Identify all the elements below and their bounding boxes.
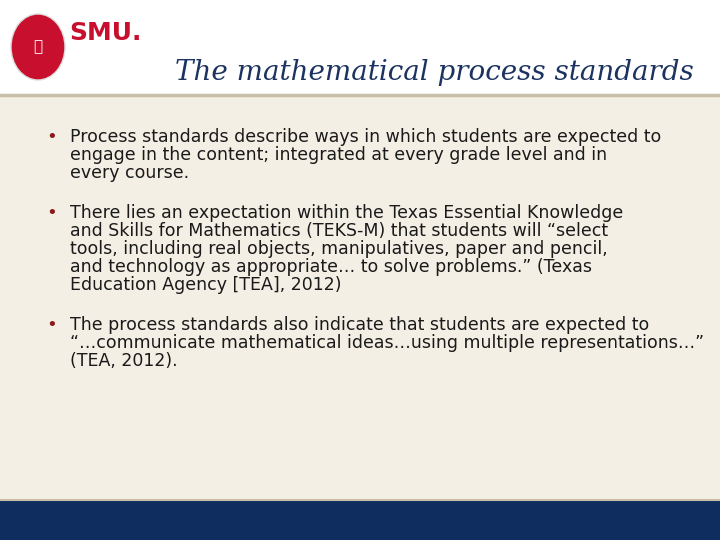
Text: (TEA, 2012).: (TEA, 2012). [70,352,178,370]
Text: There lies an expectation within the Texas Essential Knowledge: There lies an expectation within the Tex… [70,204,624,222]
Text: •: • [47,204,58,222]
Text: and Skills for Mathematics (TEKS-M) that students will “select: and Skills for Mathematics (TEKS-M) that… [70,222,608,240]
Bar [0,500,720,540]
Text: Process standards describe ways in which students are expected to: Process standards describe ways in which… [70,128,661,146]
Text: •: • [47,316,58,334]
Ellipse shape [11,14,65,80]
Text: The process standards also indicate that students are expected to: The process standards also indicate that… [70,316,649,334]
Text: every course.: every course. [70,164,189,182]
Text: tools, including real objects, manipulatives, paper and pencil,: tools, including real objects, manipulat… [70,240,608,258]
Text: The mathematical process standards: The mathematical process standards [175,58,694,85]
Text: SMU.: SMU. [69,21,141,45]
Bar [0,0,720,95]
Text: and technology as appropriate… to solve problems.” (Texas: and technology as appropriate… to solve … [70,258,592,276]
Text: •: • [47,128,58,146]
Text: “…communicate mathematical ideas…using multiple representations…”: “…communicate mathematical ideas…using m… [70,334,704,352]
Text: Education Agency [TEA], 2012): Education Agency [TEA], 2012) [70,276,341,294]
Text: ☖: ☖ [33,40,42,54]
Text: engage in the content; integrated at every grade level and in: engage in the content; integrated at eve… [70,146,607,164]
